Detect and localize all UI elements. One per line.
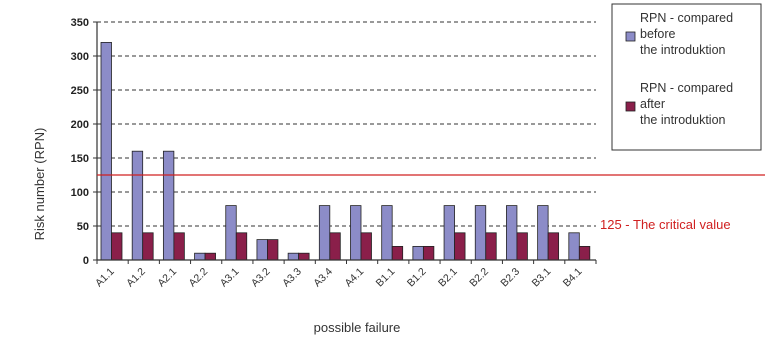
y-tick-label: 350 (71, 17, 89, 29)
x-tick-label: B2.2 (467, 266, 491, 290)
legend-label-after: the introduktion (640, 113, 726, 127)
x-tick-label: A1.2 (124, 266, 148, 290)
y-tick-label: 50 (77, 221, 89, 233)
bar-after-A3.4 (329, 232, 341, 261)
bar-before-A3.4 (318, 205, 331, 261)
x-tick-label: A3.4 (311, 266, 335, 290)
bar-after-A2.2 (204, 252, 216, 261)
critical-value-label: 125 - The critical value (600, 217, 731, 232)
x-tick-label: B1.2 (405, 266, 429, 290)
bar-after-A1.2 (142, 232, 154, 261)
bar-before-A2.1 (162, 150, 175, 261)
bar-after-A3.1 (235, 232, 248, 261)
x-tick-label: A3.2 (249, 266, 273, 290)
bar-before-B2.2 (474, 205, 487, 261)
legend-label-before: RPN - compared (640, 11, 733, 25)
y-tick-label: 300 (71, 51, 89, 63)
x-tick-label: B2.3 (498, 266, 522, 290)
bar-after-B2.3 (516, 232, 528, 261)
x-tick-label: A3.1 (218, 266, 242, 290)
x-tick-label: A1.1 (93, 266, 117, 290)
y-tick-label: 250 (71, 85, 89, 97)
bar-before-A4.1 (350, 205, 362, 261)
critical-value-line-group: 125 - The critical value (97, 174, 765, 232)
legend-label-before: before (640, 27, 675, 41)
legend-label-after: after (640, 97, 665, 111)
bar-before-A1.1 (100, 42, 112, 261)
x-tick-label: B2.1 (436, 266, 460, 290)
legend-swatch-before (625, 31, 636, 42)
bar-before-B1.2 (412, 245, 424, 261)
y-tick-label: 0 (83, 255, 89, 267)
bar-after-B3.1 (547, 232, 560, 261)
bar-after-B2.2 (485, 232, 497, 261)
x-axis-title: possible failure (314, 320, 401, 335)
bar-before-B2.3 (506, 205, 518, 261)
bar-after-B1.1 (391, 245, 404, 261)
x-tick-label: A2.2 (187, 266, 211, 290)
y-tick-label: 100 (71, 187, 89, 199)
bar-before-A2.2 (194, 252, 206, 261)
y-tick-label: 200 (71, 119, 89, 131)
bar-after-A4.1 (360, 232, 372, 261)
bar-before-B2.1 (443, 205, 455, 261)
x-tick-label: A4.1 (342, 266, 366, 290)
bar-after-A3.2 (267, 239, 279, 261)
bar-before-A3.3 (287, 252, 300, 261)
bar-before-B4.1 (568, 232, 580, 261)
bar-before-B1.1 (381, 205, 393, 261)
x-tick-label: A2.1 (155, 266, 179, 290)
bar-before-A3.2 (256, 239, 268, 261)
legend-label-before: the introduktion (640, 43, 726, 57)
legend-label-after: RPN - compared (640, 81, 733, 95)
bars (100, 42, 591, 261)
x-tick-label: B4.1 (561, 266, 585, 290)
x-tick-label: A3.3 (280, 266, 304, 290)
bar-after-A2.1 (173, 232, 185, 261)
bar-after-B1.2 (422, 245, 435, 261)
axes: 0 50 100 150 200 250 300 350 A1.1 A1.2 A2.1 A2.2 A3.… (71, 17, 597, 290)
y-axis-title: Risk number (RPN) (32, 128, 47, 241)
bar-before-A3.1 (225, 205, 237, 261)
bar-after-B2.1 (454, 232, 466, 261)
legend: RPN - compared before the introduktion RPN … (611, 3, 762, 151)
bar-after-A1.1 (111, 232, 123, 261)
bar-before-B3.1 (537, 205, 549, 261)
bar-after-A3.3 (298, 252, 310, 261)
legend-box (611, 3, 762, 151)
legend-swatch-after (625, 101, 636, 112)
bar-before-A1.2 (131, 150, 144, 261)
x-tick-label: B3.1 (530, 266, 554, 290)
y-tick-label: 150 (71, 153, 89, 165)
x-tick-label: B1.1 (374, 266, 398, 290)
bar-after-B4.1 (578, 245, 591, 261)
